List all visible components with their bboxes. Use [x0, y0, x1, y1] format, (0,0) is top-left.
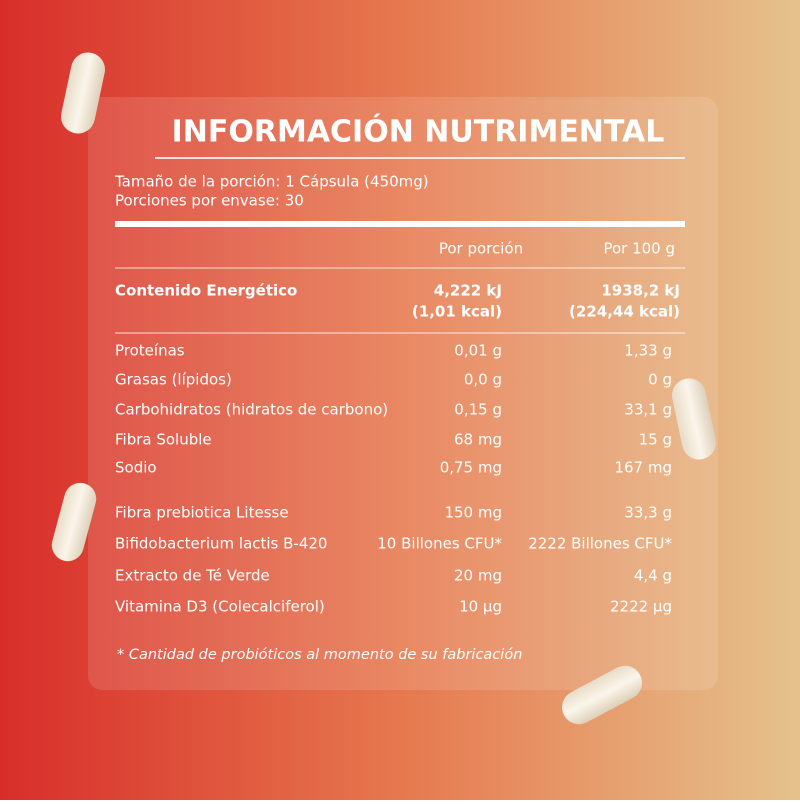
capsule — [672, 378, 716, 460]
row-value: 2222 Billones CFU* — [528, 535, 672, 553]
row-label: Sodio — [115, 459, 157, 477]
row-value: 0,75 mg — [440, 459, 502, 477]
row-label: Vitamina D3 (Colecalciferol) — [115, 598, 325, 616]
row-value: 0 g — [648, 371, 672, 389]
row-label: Extracto de Té Verde — [115, 567, 270, 585]
row-value: 0,0 g — [464, 371, 502, 389]
row-value: 150 mg — [444, 504, 502, 522]
row-value: 33,1 g — [624, 401, 672, 419]
energy-value: 1938,2 kJ — [601, 282, 680, 300]
row-value: 167 mg — [614, 459, 672, 477]
footnote: * Cantidad de probióticos al momento de … — [117, 647, 522, 663]
column-header: Por 100 g — [603, 240, 675, 258]
serving-size: Tamaño de la porción: 1 Cápsula (450mg) — [114, 173, 429, 191]
energy-value: (224,44 kcal) — [569, 303, 680, 321]
rows: Proteínas 0,01 g 1,33 g Grasas (lípidos) 0,0… — [115, 342, 672, 616]
row-label: Carbohidratos (hidratos de carbono) — [115, 401, 388, 419]
row-value: 10 Billones CFU* — [377, 535, 502, 553]
row-label: Fibra Soluble — [115, 431, 212, 449]
row-value: 10 µg — [459, 598, 502, 616]
capsule — [51, 482, 97, 562]
energy-value: (1,01 kcal) — [412, 303, 502, 321]
row-value: 15 g — [639, 431, 672, 449]
row-label: Fibra prebiotica Litesse — [115, 504, 289, 522]
energy-label: Contenido Energético — [115, 282, 297, 300]
column-header: Por porción — [439, 240, 523, 258]
row-label: Grasas (lípidos) — [115, 371, 232, 389]
row-value: 2222 µg — [610, 598, 672, 616]
title: INFORMACIÓN NUTRIMENTAL — [172, 113, 665, 150]
energy-value: 4,222 kJ — [434, 282, 502, 300]
row-value: 33,3 g — [624, 504, 672, 522]
capsules — [51, 52, 716, 725]
row-label: Bifidobacterium lactis B-420 — [115, 535, 327, 553]
servings-per-container: Porciones por envase: 30 — [115, 192, 304, 210]
capsule — [61, 52, 105, 134]
row-value: 0,15 g — [454, 401, 502, 419]
capsule — [562, 665, 642, 725]
row-value: 68 mg — [454, 431, 502, 449]
panel — [88, 97, 718, 690]
row-value: 0,01 g — [454, 342, 502, 360]
row-value: 20 mg — [454, 567, 502, 585]
row-label: Proteínas — [115, 342, 185, 360]
row-value: 4,4 g — [634, 567, 672, 585]
row-value: 1,33 g — [624, 342, 672, 360]
